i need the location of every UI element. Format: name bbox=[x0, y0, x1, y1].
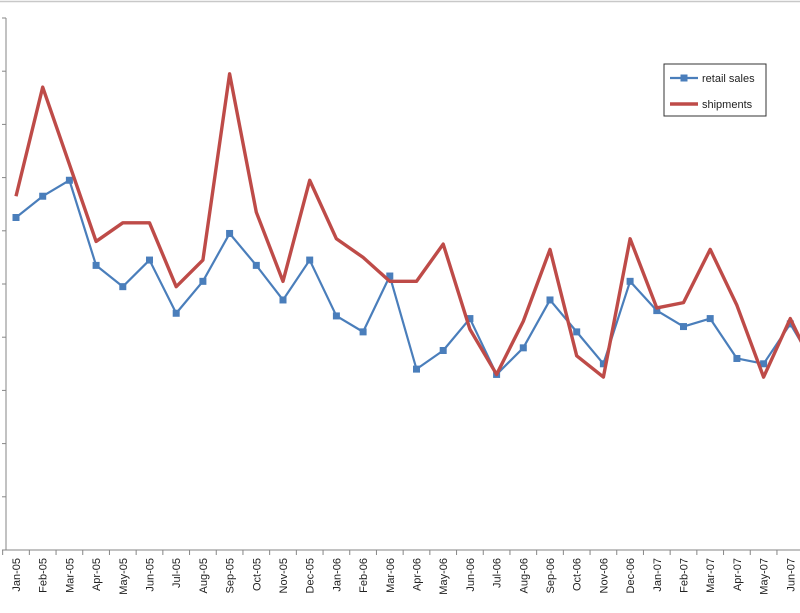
x-tick-label: Jun-06 bbox=[465, 558, 477, 592]
retail-sales-point bbox=[172, 309, 180, 317]
retail-sales-point bbox=[413, 365, 420, 373]
x-tick-label: Feb-07 bbox=[679, 558, 691, 593]
retail-sales-point bbox=[226, 229, 234, 237]
legend-marker-retail-sales bbox=[680, 74, 688, 82]
x-tick-label: Jan-06 bbox=[331, 558, 343, 592]
retail-sales-point bbox=[680, 323, 687, 331]
x-tick-label: Feb-06 bbox=[358, 558, 370, 593]
retail-sales-point bbox=[12, 214, 20, 221]
retail-sales-point bbox=[786, 320, 794, 328]
x-tick-label: Apr-07 bbox=[732, 558, 744, 591]
retail-sales-point bbox=[599, 360, 607, 368]
legend-label: shipments bbox=[702, 99, 753, 111]
retail-sales-point bbox=[65, 176, 73, 184]
x-tick-label: Oct-05 bbox=[251, 558, 263, 591]
retail-sales-point bbox=[653, 307, 661, 315]
x-tick-label: Jul-05 bbox=[171, 558, 183, 588]
x-tick-label: Oct-06 bbox=[572, 558, 584, 591]
retail-sales-point bbox=[146, 256, 153, 264]
x-tick-label: Feb-05 bbox=[38, 558, 50, 593]
retail-sales-point bbox=[199, 277, 207, 285]
x-tick-label: Apr-06 bbox=[412, 558, 424, 591]
retail-sales-series-line bbox=[15, 179, 800, 376]
retail-sales-point bbox=[92, 261, 100, 269]
legend-box bbox=[663, 63, 767, 117]
retail-sales-point bbox=[733, 354, 741, 362]
retail-sales-point bbox=[546, 296, 554, 304]
x-tick-label: Nov-06 bbox=[598, 558, 610, 593]
retail-sales-point bbox=[466, 315, 474, 323]
x-tick-label: Dec-05 bbox=[305, 558, 317, 593]
x-tick-label: May-05 bbox=[118, 558, 130, 595]
x-tick-label: Mar-06 bbox=[385, 558, 397, 593]
x-tick-label: Aug-05 bbox=[198, 558, 210, 593]
x-tick-label: Sep-06 bbox=[545, 558, 557, 593]
retail-sales-point bbox=[279, 296, 287, 304]
legend-label: retail sales bbox=[702, 73, 755, 85]
x-tick-label: Jul-06 bbox=[492, 558, 504, 588]
retail-sales-point bbox=[332, 312, 340, 320]
x-tick-label: Jun-05 bbox=[145, 558, 157, 592]
retail-sales-point bbox=[626, 277, 634, 285]
retail-sales-point bbox=[706, 315, 714, 323]
retail-sales-point bbox=[252, 261, 260, 269]
retail-sales-point bbox=[760, 360, 768, 368]
x-tick-label: Jun-07 bbox=[785, 558, 797, 592]
retail-sales-point bbox=[573, 328, 581, 336]
x-tick-label: Mar-07 bbox=[705, 558, 717, 593]
retail-sales-point bbox=[306, 256, 314, 264]
x-tick-label: May-06 bbox=[438, 558, 450, 595]
retail-sales-point bbox=[519, 344, 527, 352]
retail-sales-point bbox=[439, 347, 447, 354]
x-tick-label: Jan-07 bbox=[652, 558, 664, 592]
x-tick-label: Aug-06 bbox=[518, 558, 530, 593]
retail-sales-point bbox=[119, 283, 127, 291]
retail-sales-point bbox=[386, 272, 394, 280]
shipments-series-line bbox=[14, 72, 800, 379]
x-tick-label: Dec-06 bbox=[625, 558, 637, 593]
retail-sales-point bbox=[359, 328, 367, 336]
x-tick-label: Nov-05 bbox=[278, 558, 290, 593]
x-tick-label: Jan-05 bbox=[11, 558, 23, 592]
retail-sales-point bbox=[39, 192, 47, 200]
x-tick-label: May-07 bbox=[759, 558, 771, 595]
x-tick-label: Apr-05 bbox=[91, 558, 103, 591]
x-tick-label: Mar-05 bbox=[64, 558, 76, 593]
x-tick-label: Sep-05 bbox=[225, 558, 237, 593]
